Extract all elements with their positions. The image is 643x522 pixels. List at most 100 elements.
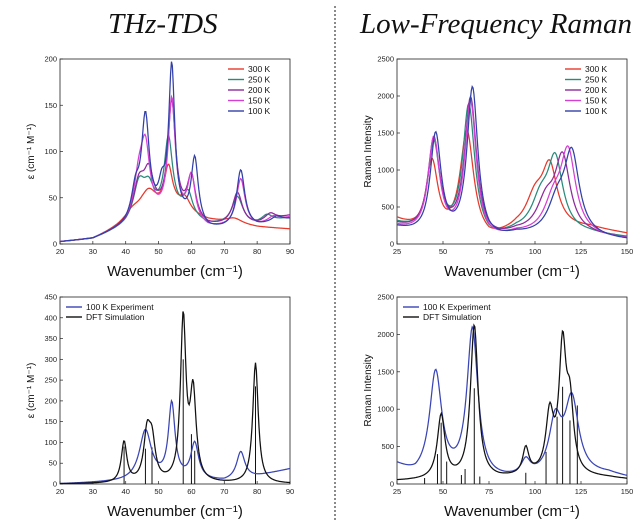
y-tick-label: 0 — [53, 480, 57, 489]
series-line-100-k — [60, 61, 290, 243]
series-line-300-k — [397, 128, 627, 234]
x-tick-label: 90 — [286, 247, 294, 256]
series-line-dft-simulation — [60, 311, 290, 484]
series-line-150-k — [397, 99, 627, 238]
raman-dft-chart: 25 50 75 100 125 15005001000150020002500Waven… — [363, 293, 634, 521]
plot-frame — [396, 58, 628, 245]
y-tick-label: 350 — [44, 334, 57, 343]
x-tick-label: 100 — [529, 487, 542, 496]
legend-label: 300 K — [585, 64, 608, 74]
legend-label: 150 K — [585, 96, 608, 106]
x-tick-label: 50 — [154, 487, 162, 496]
x-axis-label: Wavenumber (cm⁻¹) — [444, 503, 580, 520]
y-tick-label: 50 — [49, 459, 57, 468]
plot-area — [60, 311, 290, 484]
y-tick-label: 1000 — [377, 405, 394, 414]
y-tick-label: 2500 — [377, 55, 394, 64]
series-line-100-k-experiment — [397, 325, 627, 476]
x-tick-label: 40 — [122, 247, 130, 256]
y-tick-label: 200 — [44, 55, 57, 64]
x-tick-label: 30 — [89, 247, 97, 256]
y-tick-label: 1500 — [377, 367, 394, 376]
plot-area — [60, 61, 290, 243]
y-tick-label: 1000 — [377, 166, 394, 175]
y-tick-label: 50 — [49, 193, 57, 202]
legend-label: 200 K — [585, 85, 608, 95]
y-tick-label: 2000 — [377, 330, 394, 339]
y-tick-label: 1500 — [377, 129, 394, 138]
series-line-250-k — [397, 102, 627, 237]
y-tick-label: 300 — [44, 355, 57, 364]
y-tick-label: 400 — [44, 313, 57, 322]
plot-frame — [59, 296, 291, 485]
x-tick-label: 90 — [286, 487, 294, 496]
thz-tds-column-title: THz-TDS — [108, 8, 218, 40]
raman-column-title: Low-Frequency Raman — [360, 8, 632, 40]
series-line-100-k-experiment — [60, 398, 290, 484]
legend-label: 150 K — [248, 96, 271, 106]
x-tick-label: 80 — [253, 247, 261, 256]
x-tick-label: 150 — [621, 247, 634, 256]
x-tick-label: 25 — [393, 247, 401, 256]
legend-label: 250 K — [248, 75, 271, 85]
x-tick-label: 125 — [575, 487, 588, 496]
x-tick-label: 100 — [529, 247, 542, 256]
x-axis-label: Wavenumber (cm⁻¹) — [107, 503, 243, 520]
y-axis-label: ε (cm⁻¹ M⁻¹) — [26, 124, 37, 180]
series-line-300-k — [60, 163, 290, 243]
y-tick-label: 250 — [44, 376, 57, 385]
y-tick-label: 200 — [44, 396, 57, 405]
plot-area — [397, 84, 627, 239]
y-tick-label: 0 — [53, 240, 57, 249]
x-axis-label: Wavenumber (cm⁻¹) — [444, 263, 580, 280]
legend-label: DFT Simulation — [86, 312, 145, 322]
x-tick-label: 80 — [253, 487, 261, 496]
x-tick-label: 125 — [575, 247, 588, 256]
y-tick-label: 2500 — [377, 293, 394, 302]
x-tick-label: 50 — [439, 487, 447, 496]
x-tick-label: 50 — [154, 247, 162, 256]
y-tick-label: 0 — [390, 240, 394, 249]
legend-label: 200 K — [248, 85, 271, 95]
y-tick-label: 100 — [44, 438, 57, 447]
y-tick-label: 450 — [44, 293, 57, 302]
legend-label: 100 K — [248, 106, 271, 116]
series-line-100-k — [397, 84, 627, 239]
x-tick-label: 75 — [485, 247, 493, 256]
x-tick-label: 20 — [56, 247, 64, 256]
y-axis-label: Raman Intensity — [363, 115, 374, 187]
x-tick-label: 40 — [122, 487, 130, 496]
y-tick-label: 150 — [44, 101, 57, 110]
x-tick-label: 60 — [187, 487, 195, 496]
x-tick-label: 25 — [393, 487, 401, 496]
x-tick-label: 75 — [485, 487, 493, 496]
y-tick-label: 100 — [44, 147, 57, 156]
legend-label: 300 K — [248, 64, 271, 74]
legend-label: 100 K Experiment — [423, 302, 491, 312]
x-tick-label: 70 — [220, 247, 228, 256]
y-tick-label: 0 — [390, 480, 394, 489]
plot-area — [397, 323, 627, 484]
x-tick-label: 20 — [56, 487, 64, 496]
y-tick-label: 150 — [44, 417, 57, 426]
x-tick-label: 50 — [439, 247, 447, 256]
y-tick-label: 2000 — [377, 92, 394, 101]
y-axis-label: Raman Intensity — [363, 354, 374, 426]
legend-label: 100 K — [585, 106, 608, 116]
x-tick-label: 70 — [220, 487, 228, 496]
thz-dft-chart: 20 30 40 50 60 70 80 90 0 50 100 150 200 250 300 350 400… — [26, 293, 294, 521]
x-tick-label: 60 — [187, 247, 195, 256]
legend-label: DFT Simulation — [423, 312, 482, 322]
y-axis-label: ε (cm⁻¹ M⁻¹) — [26, 363, 37, 419]
x-axis-label: Wavenumber (cm⁻¹) — [107, 263, 243, 280]
legend-label: 250 K — [585, 75, 608, 85]
plot-frame — [396, 296, 628, 485]
column-divider — [334, 6, 336, 520]
y-tick-label: 500 — [381, 203, 394, 212]
raman-temperature-chart: 25 50 75 100 125 15005001000150020002500Waven… — [363, 55, 634, 281]
legend-label: 100 K Experiment — [86, 302, 154, 312]
y-tick-label: 500 — [381, 442, 394, 451]
thz-temperature-chart: 20 30 40 50 60 70 80 90 0 50 100 150 200 Wavenumber (… — [26, 55, 294, 281]
series-line-dft-simulation — [397, 323, 627, 481]
x-tick-label: 150 — [621, 487, 634, 496]
